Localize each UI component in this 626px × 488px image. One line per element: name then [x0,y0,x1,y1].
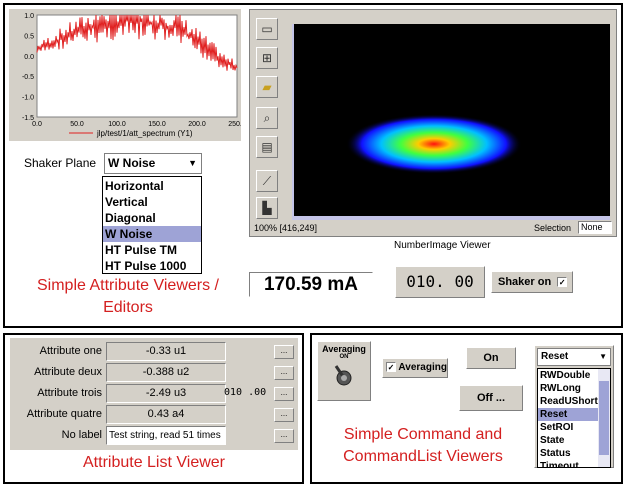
profile-chart-icon[interactable]: ⟋ [256,170,278,192]
image-canvas[interactable] [292,24,610,220]
x-tick-label: 0.0 [32,121,42,128]
x-tick-label: 50.0 [70,121,84,128]
shaker-plane-list[interactable]: Horizontal Vertical Diagonal W Noise HT … [102,176,202,274]
spectrum-series-line [36,14,238,71]
shaker-on-checkbox[interactable]: ✓ [557,277,568,288]
selection-field[interactable]: None [578,221,612,234]
attr-edit-button[interactable]: ... [274,387,294,401]
attr-value: -0.33 u1 [106,342,226,361]
caption-line: Editors [103,299,153,316]
averaging-checkbox[interactable]: ✓ [386,362,396,373]
averaging-toggle[interactable]: Averaging ON [317,341,371,401]
command-item[interactable]: SetROI [540,422,574,433]
plot-area [36,14,238,118]
x-tick-label: 150.0 [148,121,166,128]
toggle-switch-icon [334,365,352,386]
attr-edit-button[interactable]: ... [274,366,294,380]
command-listbox[interactable]: RWDouble RWLong ReadUShort Reset SetROI … [537,368,611,468]
y-tick-label: 0.5 [24,33,34,40]
current-value-display: 170.59 mA [249,272,373,297]
shaker-plane-selected: W Noise [108,156,156,170]
beam-image [346,114,522,174]
x-tick-label: 250.0 [228,121,241,128]
y-tick-label: 0.0 [24,54,34,61]
y-tick-label: -1.5 [22,115,34,122]
shaker-option[interactable]: HT Pulse TM [105,243,178,257]
shaker-option[interactable]: Vertical [105,195,148,209]
attr-label: No label [61,429,102,441]
shaker-option[interactable]: Horizontal [105,179,164,193]
command-caption: Simple Command and CommandList Viewers [318,424,528,468]
averaging-state: ON [339,354,349,360]
command-item[interactable]: ReadUShort [540,396,598,407]
averaging-check-label: Averaging [398,362,447,373]
x-tick-label: 200.0 [188,121,206,128]
attr-edit-button[interactable]: ... [274,408,294,422]
attr-label: Attribute quatre [26,408,102,420]
command-item-selected[interactable]: Reset [538,408,610,421]
attr-value: -2.49 u3 [106,384,226,403]
command-item[interactable]: Timeout [540,461,579,468]
command-item[interactable]: RWDouble [540,370,591,381]
attr-value: 0.43 a4 [106,405,226,424]
attr-label: Attribute trois [37,387,102,399]
image-status: 100% [416,249] [254,223,318,233]
command-selected: Reset [541,351,569,362]
list-scrollbar[interactable] [598,369,610,467]
wheel-value: 010. 00 [406,272,474,291]
selection-label: Selection [534,223,572,233]
averaging-checkbox-box[interactable]: ✓ Averaging [382,358,448,378]
on-button[interactable]: On [466,347,516,369]
shaker-option[interactable]: HT Pulse 1000 [105,259,187,273]
table-icon[interactable]: ▤ [256,136,278,158]
command-list: Reset ▼ RWDouble RWLong ReadUShort Reset… [534,345,614,468]
histogram-icon[interactable]: ▙ [256,197,278,219]
y-tick-label: -0.5 [22,74,34,81]
command-item[interactable]: State [540,435,565,446]
shaker-on-label: Shaker on [498,276,552,288]
simple-viewers-caption: Simple Attribute Viewers / Editors [8,275,248,319]
image-viewer-caption: NumberImage Viewer [394,240,491,251]
chevron-down-icon: ▼ [188,158,197,168]
folder-open-icon[interactable]: ▰ [256,76,278,98]
command-item[interactable]: Status [540,448,571,459]
scrollbar-thumb[interactable] [599,381,609,455]
chevron-down-icon: ▼ [599,352,607,361]
attribute-list-caption: Attribute List Viewer [83,454,225,471]
attr-label: Attribute one [39,345,102,357]
attr-value: Test string, read 51 times [106,426,226,445]
attr-edit-button[interactable]: ... [274,345,294,359]
off-button[interactable]: Off ... [459,385,523,411]
shaker-plane-label: Shaker Plane [24,156,97,170]
command-item[interactable]: RWLong [540,383,581,394]
attr-label: Attribute deux [34,366,102,378]
attr-value: -0.388 u2 [106,363,226,382]
zoom-fit-icon[interactable]: ⊞ [256,47,278,69]
shaker-option-selected[interactable]: W Noise [103,226,201,242]
image-viewer: ▭ ⊞ ▰ ⌕ ▤ ⟋ ▙ 100% [416,249 [249,9,617,237]
attr-edit-button[interactable]: ... [274,429,294,443]
spectrum-chart-svg: 1.0 0.5 0.0 -0.5 -1.0 -1.5 0.0 50.0 100.0 150.0 2… [22,13,246,138]
caption-line: CommandList Viewers [343,448,503,465]
y-tick-label: 1.0 [24,13,34,20]
attr-wheel-switch[interactable]: 010 .00 [224,387,267,398]
wheel-switch[interactable]: 010. 00 [395,266,485,298]
shaker-option[interactable]: Diagonal [105,211,156,225]
command-combo[interactable]: Reset ▼ [537,348,611,366]
shaker-on-checkbox-box[interactable]: Shaker on ✓ [491,271,573,293]
y-tick-label: -1.0 [22,95,34,102]
magnifier-icon[interactable]: ⌕ [256,107,278,129]
attribute-list: Attribute one -0.33 u1 ... Attribute deu… [10,338,298,450]
shaker-plane-combo[interactable]: W Noise ▼ [104,153,202,174]
averaging-title: Averaging [322,344,366,354]
caption-line: Simple Command and [343,426,503,443]
image-frame [294,24,610,216]
spectrum-chart: 1.0 0.5 0.0 -0.5 -1.0 -1.5 0.0 50.0 100.0 150.0 2… [9,9,246,141]
caption-line: Simple Attribute Viewers / [36,277,219,294]
legend-label: jlp/test/1/att_spectrum (Y1) [96,129,193,138]
select-rect-icon[interactable]: ▭ [256,18,278,40]
x-tick-label: 100.0 [108,121,126,128]
